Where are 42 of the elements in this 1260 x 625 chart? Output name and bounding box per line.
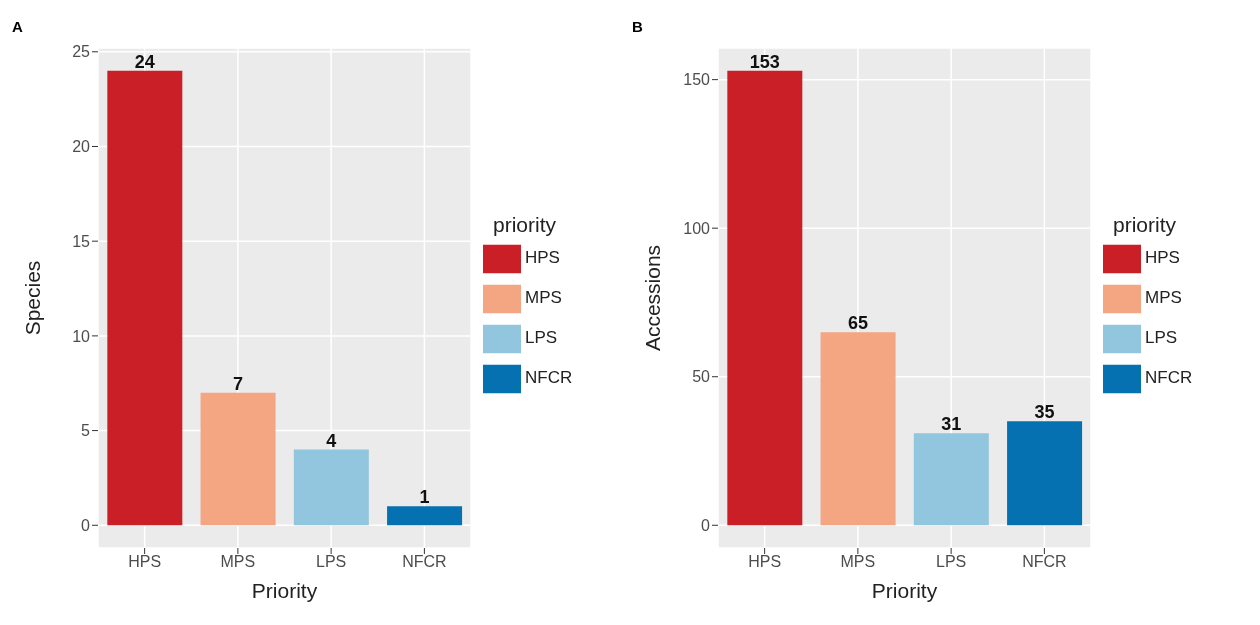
legend-label: HPS — [525, 248, 560, 267]
chart-title: B — [632, 18, 643, 35]
y-tick-label: 150 — [683, 71, 711, 89]
legend-title: priority — [1113, 213, 1177, 237]
data-label: 24 — [134, 51, 155, 72]
y-tick-label: 20 — [72, 138, 91, 156]
y-axis-title: Accessions — [641, 244, 665, 352]
data-label: 35 — [1034, 402, 1055, 423]
x-tick-label: LPS — [936, 553, 967, 571]
legend-label: LPS — [1145, 328, 1178, 347]
y-tick-label: 25 — [72, 43, 91, 61]
y-tick-label: 0 — [701, 516, 711, 534]
legend-label: MPS — [525, 288, 562, 307]
legend-label: MPS — [1145, 288, 1182, 307]
legend-label: LPS — [525, 328, 558, 347]
x-axis-title: Priority — [871, 579, 938, 602]
y-tick-label: 0 — [81, 516, 91, 534]
legend-label: NFCR — [1145, 368, 1193, 387]
data-label: 65 — [848, 313, 869, 334]
y-tick-label: 10 — [72, 327, 91, 345]
x-tick-label: NFCR — [402, 553, 447, 571]
x-tick-label: MPS — [220, 553, 256, 571]
x-tick-label: NFCR — [1022, 553, 1067, 571]
chart-title: A — [12, 18, 23, 35]
x-tick-label: HPS — [128, 553, 162, 571]
legend-title: priority — [493, 213, 557, 237]
y-tick-label: 15 — [72, 232, 91, 250]
data-label: 4 — [326, 430, 337, 451]
legend-label: HPS — [1145, 248, 1180, 267]
y-tick-label: 100 — [683, 219, 711, 237]
y-axis-title: Species — [21, 260, 45, 336]
data-label: 1 — [419, 487, 430, 508]
x-tick-label: MPS — [840, 553, 876, 571]
legend-label: NFCR — [525, 368, 573, 387]
x-axis-title: Priority — [251, 579, 318, 602]
x-tick-label: HPS — [748, 553, 782, 571]
x-tick-label: LPS — [316, 553, 347, 571]
data-label: 7 — [233, 373, 244, 394]
y-tick-label: 50 — [692, 368, 711, 386]
data-label: 153 — [749, 51, 780, 72]
data-label: 31 — [941, 414, 962, 435]
y-tick-label: 5 — [81, 422, 91, 440]
